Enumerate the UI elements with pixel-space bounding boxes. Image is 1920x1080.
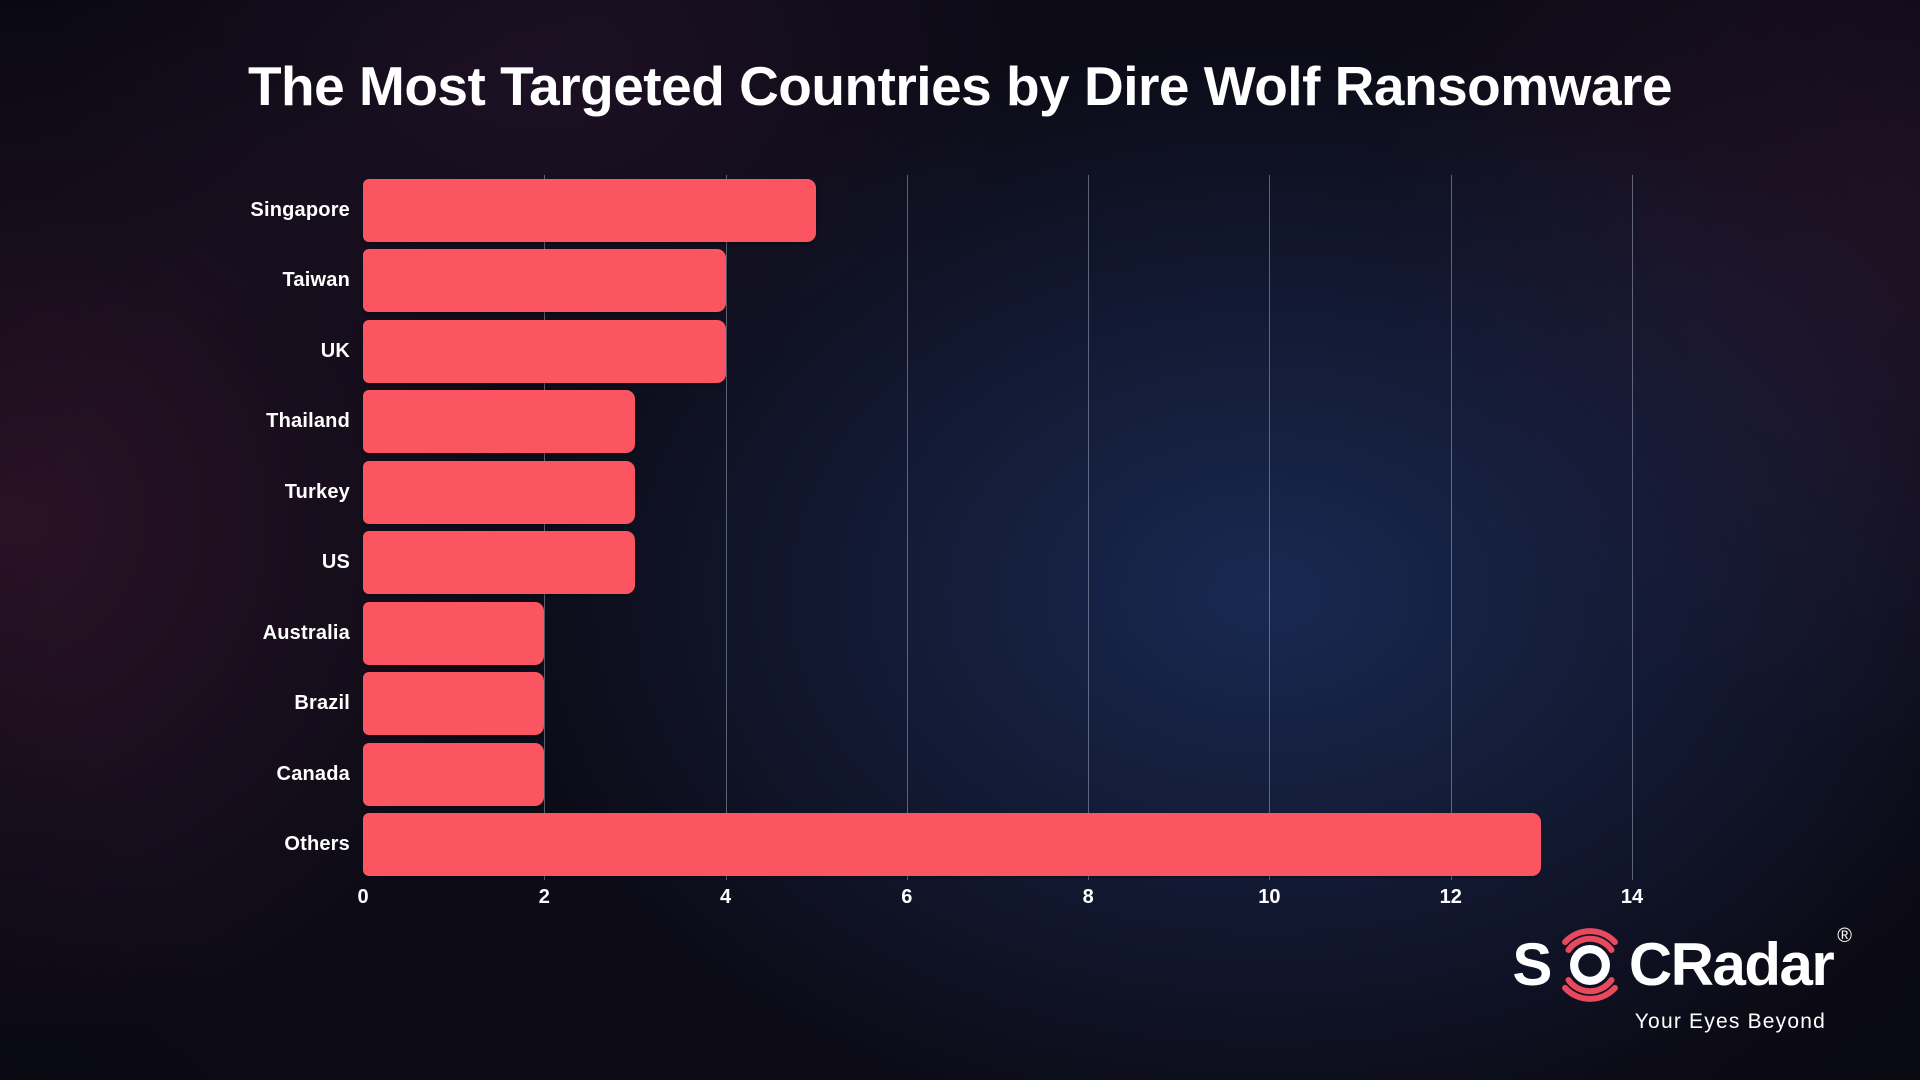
category-label: Brazil — [294, 692, 350, 715]
page-title: The Most Targeted Countries by Dire Wolf… — [247, 55, 1673, 117]
category-label: Others — [284, 833, 350, 856]
category-label: Canada — [276, 762, 350, 785]
bar-row: Turkey — [0, 457, 1920, 528]
radar-o-icon — [1561, 928, 1618, 1002]
x-tick-label: 8 — [1082, 886, 1094, 908]
bar-chart-plot-area — [363, 175, 1633, 880]
category-label: Thailand — [266, 410, 350, 433]
bar-track — [363, 460, 1632, 524]
brand-tagline: Your Eyes Beyond — [1634, 1010, 1826, 1033]
category-label: Turkey — [284, 480, 350, 503]
bar-row: Others — [0, 810, 1920, 881]
bar-track — [363, 601, 1632, 665]
gridline — [544, 175, 546, 880]
grid-layer — [363, 175, 1633, 880]
bar — [363, 178, 817, 242]
x-axis: 0 2 4 6 8 10 12 14 — [357, 886, 1643, 916]
brand-wordmark: S CRadar ® — [1512, 924, 1852, 1006]
bar-row: Singapore — [0, 175, 1920, 246]
bar — [363, 319, 726, 383]
x-tick-label: 4 — [720, 886, 732, 908]
category-label: Australia — [262, 621, 350, 644]
bar-chart-rows: Singapore Taiwan UK Thailand Turkey US Austral… — [0, 175, 1920, 880]
bar — [363, 390, 635, 454]
bar-row: Taiwan — [0, 246, 1920, 317]
gridline — [1269, 175, 1271, 880]
bar — [363, 813, 1542, 877]
gridline — [725, 175, 727, 880]
brand-text-suffix: CRadar — [1628, 931, 1835, 998]
x-tick-label: 10 — [1258, 886, 1281, 908]
brand-text-prefix: S — [1512, 931, 1552, 998]
bar-row: US — [0, 528, 1920, 599]
bar — [363, 672, 545, 736]
x-tick-label: 12 — [1439, 886, 1462, 908]
category-label: US — [321, 551, 350, 574]
gridline — [1632, 175, 1633, 880]
bar — [363, 531, 635, 595]
bar-track — [363, 390, 1632, 454]
bar-row: Canada — [0, 739, 1920, 810]
bar — [363, 460, 635, 524]
gridline — [1088, 175, 1090, 880]
registered-mark-icon: ® — [1837, 925, 1852, 947]
bar — [363, 601, 545, 665]
gridline — [906, 175, 908, 880]
bar-track — [363, 742, 1632, 806]
x-tick-label: 6 — [901, 886, 913, 908]
bar — [363, 249, 726, 313]
bar-track — [363, 531, 1632, 595]
bar-track — [363, 813, 1632, 877]
bar-row: Australia — [0, 598, 1920, 669]
bar-row: UK — [0, 316, 1920, 387]
bar-row: Brazil — [0, 669, 1920, 740]
brand-logo: S CRadar ® Your Eyes Beyond — [1512, 924, 1852, 1034]
bar-track — [363, 178, 1632, 242]
bar — [363, 742, 545, 806]
gridline — [1450, 175, 1452, 880]
category-label: Singapore — [250, 198, 350, 221]
category-label: Taiwan — [282, 269, 350, 292]
bar-track — [363, 672, 1632, 736]
category-label: UK — [320, 339, 350, 362]
x-tick-label: 14 — [1620, 886, 1644, 908]
bar-track — [363, 249, 1632, 313]
bar-track — [363, 319, 1632, 383]
bar-row: Thailand — [0, 387, 1920, 458]
x-tick-label: 2 — [538, 886, 550, 908]
x-tick-label: 0 — [357, 886, 369, 908]
